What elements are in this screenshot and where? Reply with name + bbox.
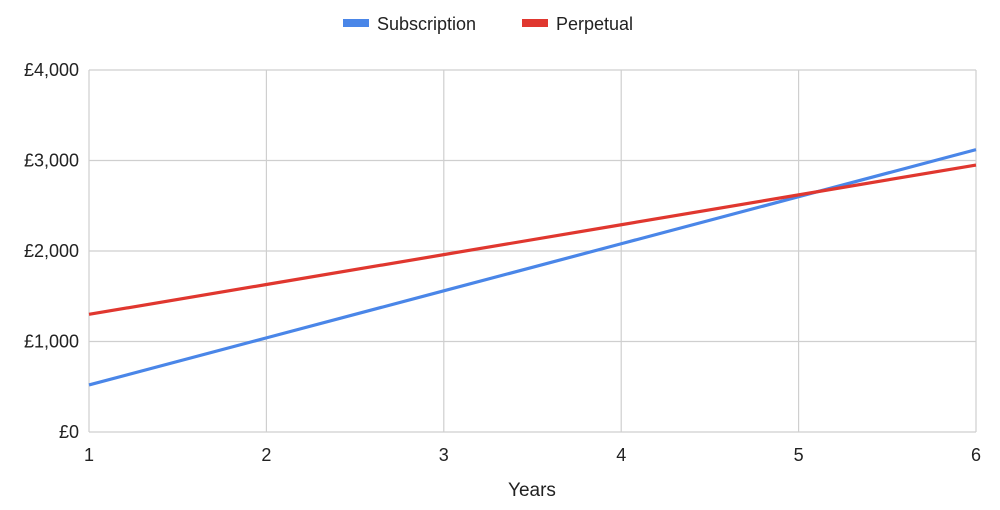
chart-grid <box>88 69 977 433</box>
series-line-subscription <box>88 148 977 387</box>
y-tick-label: £0 <box>59 422 79 442</box>
y-axis-tick-labels: £0 £1,000 £2,000 £3,000 £4,000 <box>24 60 79 442</box>
x-axis-tick-labels: 1 2 3 4 5 6 <box>84 445 981 465</box>
legend-label-subscription: Subscription <box>377 14 476 34</box>
legend-swatch-subscription <box>343 19 369 27</box>
series-line-perpetual <box>88 163 977 316</box>
x-tick-label: 5 <box>794 445 804 465</box>
legend-label-perpetual: Perpetual <box>556 14 633 34</box>
x-tick-label: 4 <box>616 445 626 465</box>
x-tick-label: 1 <box>84 445 94 465</box>
legend-swatch-perpetual <box>522 19 548 27</box>
y-tick-label: £3,000 <box>24 151 79 171</box>
x-axis-title: Years <box>508 480 556 501</box>
y-tick-label: £4,000 <box>24 60 79 80</box>
chart-series <box>88 148 977 387</box>
x-tick-label: 3 <box>439 445 449 465</box>
x-tick-label: 6 <box>971 445 981 465</box>
chart-legend: Subscription Perpetual <box>343 14 633 34</box>
y-tick-label: £1,000 <box>24 332 79 352</box>
x-tick-label: 2 <box>261 445 271 465</box>
y-tick-label: £2,000 <box>24 241 79 261</box>
